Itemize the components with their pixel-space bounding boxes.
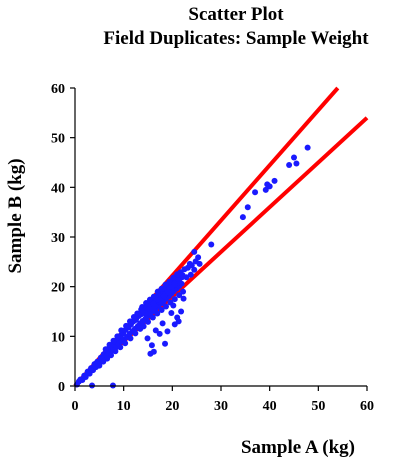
data-point	[159, 320, 166, 327]
chart-title-line-2: Field Duplicates: Sample Weight	[103, 28, 369, 49]
x-tick-label: 60	[360, 399, 374, 414]
data-points	[73, 144, 311, 389]
data-point	[168, 309, 175, 316]
data-point	[180, 295, 187, 302]
data-point	[112, 348, 119, 355]
data-point	[138, 306, 145, 313]
y-tick-label: 20	[51, 281, 65, 296]
data-point	[180, 288, 187, 295]
data-point	[171, 280, 178, 287]
data-point	[166, 278, 173, 285]
data-point	[102, 346, 109, 353]
data-point	[142, 310, 149, 317]
data-point	[170, 274, 177, 281]
data-point	[158, 307, 165, 314]
data-point	[96, 362, 103, 369]
y-axis-label: Sample B (kg)	[5, 158, 26, 273]
data-point	[162, 340, 169, 347]
y-axis-ticks: 0 10 20 30 40 50 60	[51, 82, 75, 395]
data-point	[114, 333, 121, 340]
data-point	[191, 248, 198, 255]
data-point	[137, 325, 144, 332]
data-point	[195, 254, 202, 261]
data-point	[134, 310, 141, 317]
data-point	[291, 154, 297, 161]
x-tick-label: 50	[311, 399, 325, 414]
data-point	[174, 314, 181, 321]
data-point	[154, 310, 161, 317]
data-point	[100, 358, 107, 365]
data-point	[148, 342, 155, 349]
data-point	[157, 297, 164, 304]
data-point	[156, 330, 163, 337]
data-point	[108, 352, 115, 359]
data-point	[239, 214, 246, 221]
data-point	[244, 204, 251, 211]
data-point	[271, 177, 278, 184]
data-point	[164, 289, 171, 296]
data-point	[293, 160, 300, 167]
data-point	[150, 300, 157, 307]
data-point	[82, 374, 89, 381]
data-point	[118, 327, 125, 334]
data-point	[178, 308, 185, 315]
data-point	[117, 344, 124, 351]
x-tick-label: 40	[263, 399, 277, 414]
data-point	[127, 335, 134, 342]
data-point	[264, 181, 271, 188]
data-point	[164, 328, 171, 335]
data-point	[175, 277, 182, 284]
data-point	[123, 322, 130, 329]
data-point	[140, 318, 147, 325]
y-tick-label: 50	[51, 132, 65, 147]
y-tick-label: 40	[51, 181, 65, 196]
data-point	[152, 327, 159, 334]
x-tick-label: 30	[214, 399, 228, 414]
data-point	[183, 274, 190, 281]
data-point	[144, 335, 151, 342]
x-axis-label: Sample A (kg)	[241, 437, 355, 458]
data-point	[149, 314, 156, 321]
data-point	[196, 260, 203, 267]
data-point	[174, 271, 181, 278]
data-point	[163, 303, 170, 310]
data-point	[110, 337, 117, 344]
data-point	[126, 318, 133, 325]
data-point	[191, 266, 198, 273]
data-point	[208, 241, 215, 248]
data-point	[145, 318, 151, 325]
data-point	[187, 271, 194, 278]
data-point	[286, 161, 293, 168]
data-point	[176, 292, 183, 299]
y-tick-label: 10	[51, 330, 65, 345]
data-point	[106, 341, 113, 348]
data-point	[304, 144, 311, 151]
data-point	[161, 293, 168, 300]
y-tick-label: 30	[51, 231, 65, 246]
data-point	[150, 348, 157, 355]
data-point	[186, 260, 193, 267]
data-point	[145, 306, 152, 313]
data-point	[170, 302, 177, 309]
x-tick-label: 20	[165, 399, 179, 414]
data-point	[262, 186, 269, 193]
data-point	[252, 189, 259, 196]
y-tick-label: 60	[51, 82, 65, 97]
data-point	[132, 330, 139, 337]
y-tick-label: 0	[58, 380, 65, 395]
x-tick-label: 0	[72, 399, 79, 414]
data-point	[122, 340, 129, 347]
x-tick-label: 10	[117, 399, 131, 414]
x-axis-ticks: 0 10 20 30 40 50 60	[72, 386, 374, 414]
data-point	[171, 296, 178, 303]
chart-title-line-1: Scatter Plot	[188, 4, 284, 25]
data-point	[158, 285, 165, 292]
